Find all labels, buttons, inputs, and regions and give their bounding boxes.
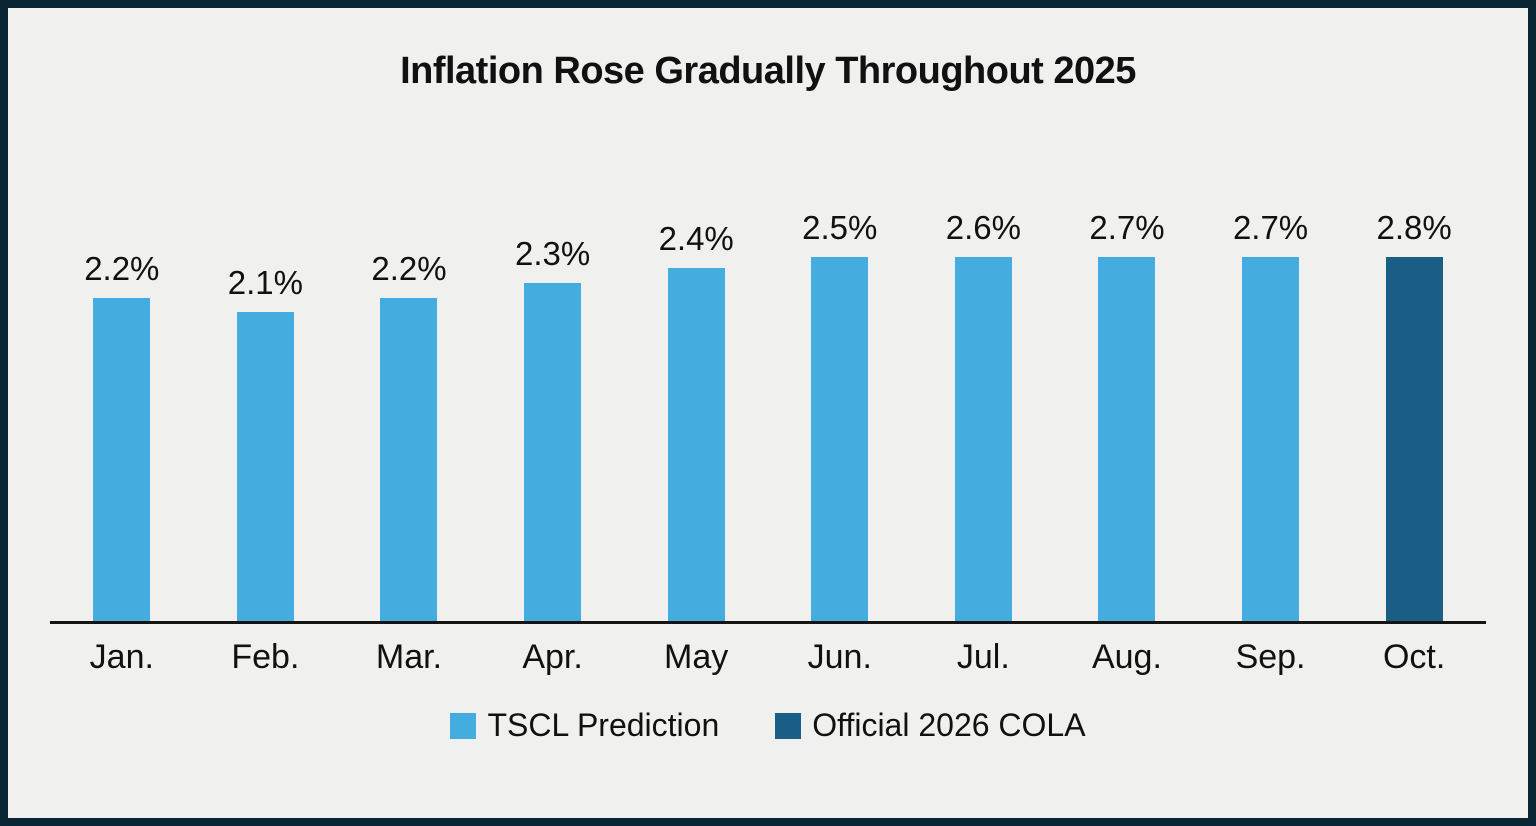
bar-column: 2.7% <box>1199 209 1343 621</box>
x-axis-label: Jul. <box>956 638 1010 676</box>
x-axis-label: Apr. <box>522 638 583 676</box>
x-axis-label: May <box>664 638 729 676</box>
legend-swatch-icon <box>450 712 477 739</box>
bar-value-label: 2.7% <box>1089 209 1165 246</box>
x-axis-label: Jan. <box>89 638 154 676</box>
bar-column: 2.2% <box>337 209 481 621</box>
bars-row: 2.2% 2.1% 2.2% 2.3% 2.4% 2.5% 2.6% 2.7% 2.7% 2.8% <box>50 209 1486 624</box>
month-labels-row: Jan. Feb. Mar. Apr. May Jun. Jul. Aug. Sep. Oct. <box>50 638 1486 677</box>
bar-value-label: 2.2% <box>371 249 447 287</box>
bar-value-label: 2.8% <box>1376 209 1452 246</box>
bar <box>954 257 1012 621</box>
x-axis-label: Mar. <box>375 638 443 676</box>
legend: TSCL Prediction Official 2026 COLA <box>8 707 1528 744</box>
bar-column: 2.1% <box>194 209 338 621</box>
x-axis-label: Aug. <box>1091 638 1162 676</box>
bar <box>93 297 151 621</box>
bar <box>236 312 294 621</box>
bar-value-label: 2.2% <box>84 249 160 287</box>
legend-swatch-icon <box>775 712 802 739</box>
legend-label: TSCL Prediction <box>487 707 720 743</box>
bar-value-label: 2.4% <box>658 220 734 258</box>
bar <box>1098 257 1156 621</box>
bar-value-label: 2.1% <box>227 264 303 302</box>
bar-value-label: 2.3% <box>514 234 591 272</box>
bar <box>380 297 438 621</box>
x-axis-label: Jun. <box>807 638 872 676</box>
bar-value-label: 2.6% <box>945 209 1021 246</box>
bar-value-label: 2.7% <box>1232 209 1309 246</box>
bar <box>811 257 869 621</box>
x-axis-label: Sep. <box>1235 638 1306 676</box>
legend-item: TSCL Prediction <box>450 707 719 744</box>
bar-column: 2.5% <box>768 209 912 621</box>
bar-value-label: 2.5% <box>802 209 878 246</box>
bar-column: 2.7% <box>1055 209 1199 621</box>
x-axis-label: Oct. <box>1382 638 1446 676</box>
bar-column: 2.4% <box>624 209 768 621</box>
plot-area: 2.2% 2.1% 2.2% 2.3% 2.4% 2.5% 2.6% 2.7% 2.7% 2.8%… <box>50 209 1486 677</box>
legend-item: Official 2026 COLA <box>775 707 1086 744</box>
bar <box>1385 257 1443 621</box>
bar-column: 2.2% <box>50 209 194 621</box>
bar-column: 2.3% <box>481 209 625 621</box>
x-axis-label: Feb. <box>231 638 300 676</box>
bar <box>1242 257 1300 621</box>
bar <box>667 268 725 621</box>
bar <box>524 282 582 621</box>
legend-label: Official 2026 COLA <box>812 707 1086 743</box>
bar-column: 2.8% <box>1342 209 1486 621</box>
chart-title: Inflation Rose Gradually Throughout 2025 <box>400 50 1136 92</box>
bar-column: 2.6% <box>912 209 1056 621</box>
